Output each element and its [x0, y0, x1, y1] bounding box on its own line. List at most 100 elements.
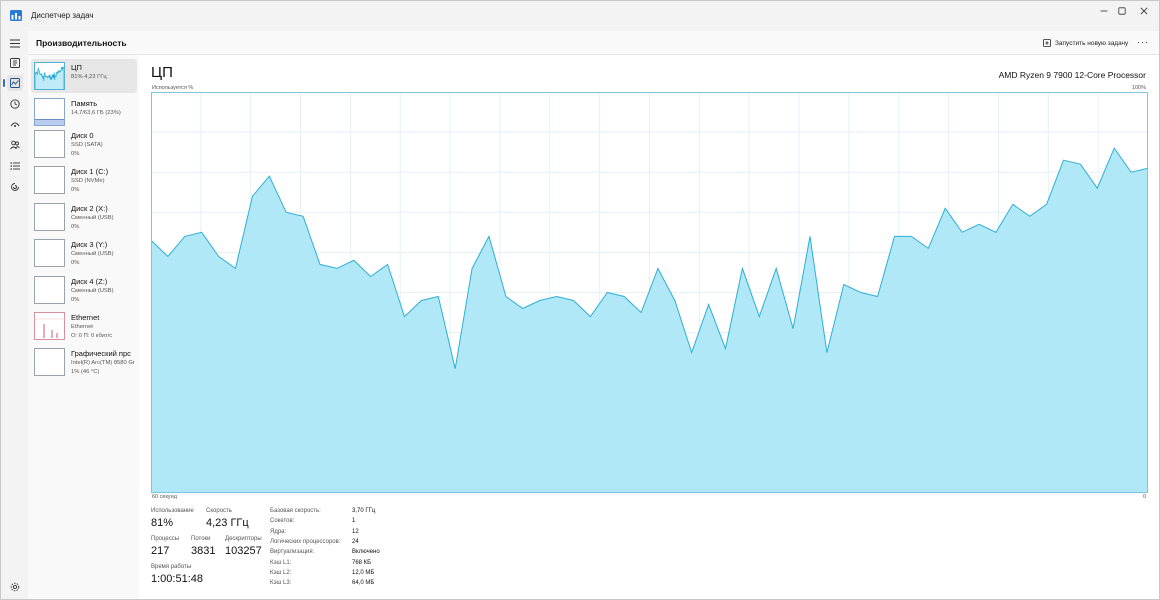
device-usage: 0% — [71, 151, 80, 157]
cpu-title: ЦП — [151, 64, 173, 81]
minimize-button[interactable] — [1088, 1, 1120, 21]
device-item-ethernet[interactable]: Ethernet Ethernet О: 0 П: 0 кбит/с — [31, 309, 137, 343]
spec-label: Ядра: — [270, 528, 287, 535]
device-item-disk-2[interactable]: Диск 2 (X:) Сменный (USB) 0% — [31, 200, 137, 234]
device-name: Диск 3 (Y:) — [71, 240, 108, 249]
spec-value: 3,70 ГГц — [352, 508, 376, 514]
device-name: Ethernet — [71, 313, 100, 322]
title-bar[interactable]: Диспетчер задач — [1, 1, 1159, 31]
nav-processes[interactable] — [7, 55, 23, 71]
page-title: Производительность — [36, 38, 127, 48]
spec-value: 12 — [352, 528, 359, 535]
x-axis-min-label: 0 — [1142, 494, 1146, 500]
device-item-disk-0[interactable]: Диск 0 SSD (SATA) 0% — [31, 127, 137, 161]
utilization-value: 81% — [151, 517, 174, 529]
threads-stat: Потоки 3831 — [191, 536, 215, 557]
hamburger-menu-button[interactable] — [7, 35, 23, 51]
processes-value: 217 — [151, 545, 170, 557]
page-header: Производительность Запустить новую задач… — [28, 31, 1159, 55]
handles-stat: Дескрипторы 103257 — [225, 536, 262, 557]
device-item-disk-4[interactable]: Диск 4 (Z:) Сменный (USB) 0% — [31, 273, 137, 307]
maximize-button[interactable] — [1106, 1, 1138, 21]
spec-value: 768 КБ — [352, 559, 372, 566]
device-name: Память — [71, 99, 98, 108]
y-axis-label: Используется % — [152, 85, 194, 91]
device-type: Сменный (USB) — [71, 251, 114, 257]
speed-label: Скорость — [206, 508, 232, 514]
disk-thumbnail — [34, 166, 65, 194]
spec-value: Включено — [352, 549, 380, 556]
hamburger-menu-icon — [10, 39, 20, 47]
users-icon — [10, 140, 20, 150]
device-type: Сменный (USB) — [71, 215, 114, 221]
device-name: ЦП — [71, 63, 82, 72]
device-item-cpu[interactable]: ЦП 81% 4,23 ГГц — [31, 59, 137, 93]
settings-button[interactable] — [7, 579, 23, 595]
memory-thumbnail — [34, 98, 65, 126]
device-type: Сменный (USB) — [71, 288, 114, 294]
spec-label: Логических процессоров: — [270, 538, 341, 545]
device-name: Графический прс — [71, 349, 131, 358]
disk-thumbnail — [34, 239, 65, 267]
spec-value: 12,0 МБ — [352, 569, 375, 576]
nav-startup-apps[interactable] — [7, 116, 23, 132]
spec-value: 24 — [352, 538, 359, 545]
run-task-icon — [1043, 39, 1051, 47]
details-icon — [10, 162, 20, 170]
processes-label: Процессы — [151, 536, 180, 542]
services-icon — [11, 183, 19, 191]
threads-value: 3831 — [191, 545, 216, 557]
uptime-stat: Время работы 1:00:51:48 — [151, 564, 203, 585]
nav-performance[interactable] — [3, 75, 23, 91]
cpu-thumbnail — [34, 62, 65, 90]
handles-value: 103257 — [225, 545, 262, 557]
device-type: Ethernet — [71, 324, 93, 330]
device-usage: 0% — [71, 224, 80, 230]
gpu-thumbnail — [34, 348, 65, 376]
spec-label: Виртуализация: — [270, 549, 315, 556]
device-item-memory[interactable]: Память 14,7/63,6 ГБ (23%) — [31, 95, 137, 129]
device-name: Диск 0 — [71, 131, 94, 140]
nav-app-history[interactable] — [7, 96, 23, 112]
close-button[interactable] — [1128, 1, 1160, 21]
device-subtitle: 81% 4,23 ГГц — [71, 74, 107, 80]
nav-services[interactable] — [7, 179, 23, 195]
more-options-button[interactable]: ··· — [1137, 37, 1149, 47]
run-new-task-button[interactable]: Запустить новую задачу — [1043, 36, 1128, 50]
spec-label: Кэш L1: — [270, 559, 292, 566]
app-history-icon — [10, 99, 20, 109]
disk-thumbnail — [34, 203, 65, 231]
spec-label: Сокетов: — [270, 518, 295, 525]
nav-details[interactable] — [7, 158, 23, 174]
task-manager-app-icon — [10, 10, 22, 21]
speed-stat: Скорость 4,23 ГГц — [206, 508, 249, 529]
device-usage: 0% — [71, 297, 80, 303]
device-item-disk-3[interactable]: Диск 3 (Y:) Сменный (USB) 0% — [31, 236, 137, 270]
device-item-gpu[interactable]: Графический прс Intel(R) Arc(TM) 8580 Gr… — [31, 345, 137, 379]
spec-label: Кэш L3: — [270, 580, 292, 587]
device-usage: 1% (46 °C) — [71, 369, 100, 375]
minimize-icon — [1100, 10, 1108, 12]
disk-thumbnail — [34, 130, 65, 158]
cpu-utilization-line — [151, 147, 1148, 369]
device-name: Диск 1 (C:) — [71, 167, 109, 176]
performance-detail-pane: ЦП AMD Ryzen 9 7900 12-Core Processor Ис… — [139, 55, 1159, 599]
threads-label: Потоки — [191, 536, 211, 542]
spec-value: 1 — [352, 518, 356, 525]
ethernet-thumbnail — [34, 312, 65, 340]
device-name: Диск 2 (X:) — [71, 204, 108, 213]
device-usage: 0% — [71, 187, 80, 193]
x-axis-label: 60 секунд — [152, 494, 177, 500]
cpu-utilization-graph — [151, 92, 1148, 493]
spec-label: Базовая скорость: — [270, 508, 321, 514]
spec-label: Кэш L2: — [270, 569, 292, 576]
device-item-disk-1[interactable]: Диск 1 (C:) SSD (NVMe) 0% — [31, 163, 137, 197]
window-title: Диспетчер задач — [31, 11, 94, 20]
nav-users[interactable] — [7, 137, 23, 153]
close-icon — [1140, 7, 1148, 15]
spec-value: 64,0 МБ — [352, 580, 375, 587]
utilization-label: Использование — [151, 508, 194, 514]
startup-apps-icon — [10, 122, 20, 127]
cpu-utilization-area — [151, 148, 1148, 493]
